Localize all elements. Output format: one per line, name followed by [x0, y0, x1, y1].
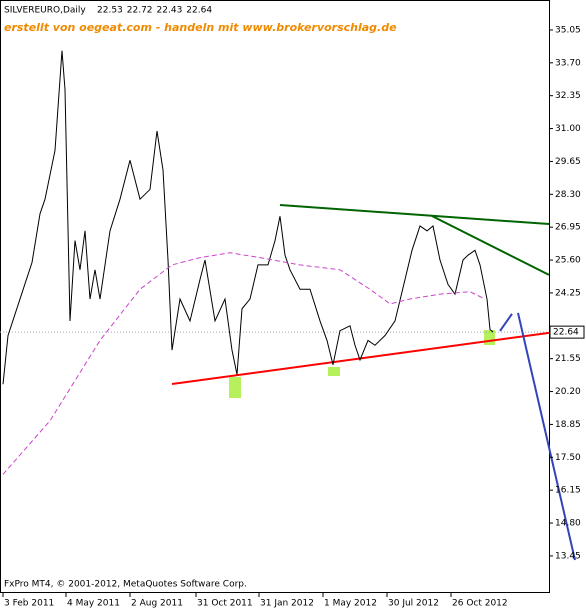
series-line — [2, 50, 494, 385]
y-tick-label: 32.35 — [555, 91, 581, 101]
trend-line — [517, 312, 576, 561]
x-tick-label: 2 Aug 2011 — [131, 599, 183, 609]
y-tick-label: 24.25 — [555, 288, 581, 298]
trend-line — [279, 204, 550, 226]
y-tick-label: 14.80 — [555, 519, 581, 529]
ohlc-open: 22.53 — [97, 6, 123, 16]
price-tag-label: 22.64 — [553, 328, 579, 338]
y-tick-label: 28.30 — [555, 190, 581, 200]
y-tick-label: 31.00 — [555, 124, 581, 134]
plot-area — [0, 50, 576, 561]
ohlc-low: 22.43 — [157, 6, 183, 16]
trend-line — [431, 215, 550, 276]
y-tick-label: 21.55 — [555, 354, 581, 364]
y-tick-label: 25.60 — [555, 256, 581, 266]
x-tick-label: 31 Oct 2011 — [197, 599, 253, 609]
series-line — [2, 252, 486, 475]
highlight — [328, 367, 340, 376]
x-tick-label: 4 May 2011 — [67, 599, 120, 609]
footer: FxPro MT4, © 2001-2012, MetaQuotes Softw… — [4, 580, 247, 590]
x-tick-label: 31 Jan 2012 — [260, 599, 314, 609]
ohlc-close: 22.64 — [186, 6, 212, 16]
chart-title: SILVEREURO,Daily — [4, 6, 86, 16]
y-tick-label: 17.50 — [555, 453, 581, 463]
x-tick-label: 30 Jul 2012 — [388, 599, 439, 609]
ohlc-high: 22.72 — [127, 6, 153, 16]
x-tick-label: 1 May 2012 — [324, 599, 377, 609]
x-tick-label: 3 Feb 2011 — [4, 599, 54, 609]
y-tick-label: 20.20 — [555, 387, 581, 397]
y-tick-label: 33.70 — [555, 58, 581, 68]
highlight — [484, 330, 495, 345]
plot-frame — [0, 0, 550, 593]
y-tick-label: 29.65 — [555, 157, 581, 167]
y-tick-label: 13.45 — [555, 551, 581, 561]
y-tick-label: 16.15 — [555, 486, 581, 496]
x-tick-label: 26 Oct 2012 — [452, 599, 508, 609]
price-tag — [549, 325, 585, 339]
annotation: erstellt von oegeat.com - handeln mit ww… — [4, 21, 397, 34]
highlight — [229, 377, 241, 398]
y-tick-label: 18.85 — [555, 420, 581, 430]
trend-line — [499, 313, 513, 332]
y-tick-label: 26.95 — [555, 223, 581, 233]
y-tick-label: 35.05 — [555, 25, 581, 35]
